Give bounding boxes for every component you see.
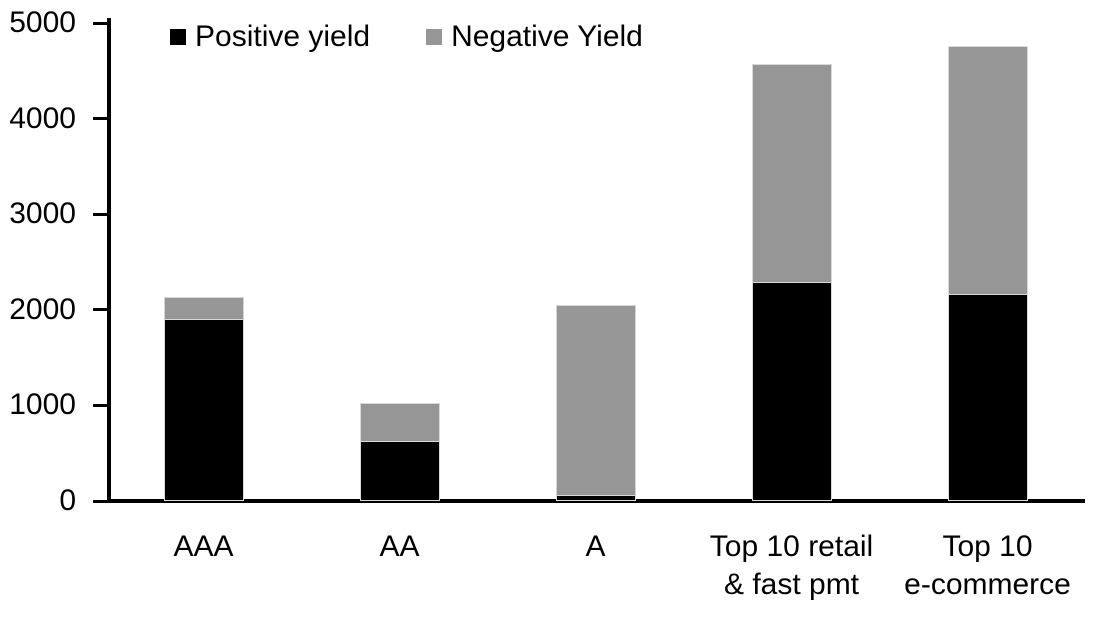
y-tick-label-5000: 5000 — [9, 6, 76, 39]
positive-yield-swatch-icon — [170, 29, 186, 45]
y-tick-label-0: 0 — [59, 484, 76, 517]
chart-legend: Positive yield Negative Yield — [170, 20, 643, 54]
bar-top-10-e-commerce-negative-segment — [948, 46, 1027, 295]
y-tick-mark-5000 — [93, 21, 107, 25]
x-axis-label-top-10-retail-fast-pmt: Top 10 retail & fast pmt — [709, 530, 874, 601]
x-axis-label-aa: AA — [379, 530, 420, 563]
bar-aaa-negative-segment — [164, 298, 243, 320]
y-tick-label-2000: 2000 — [9, 292, 76, 326]
positive-yield-legend-label: Positive yield — [195, 20, 371, 53]
bar-top-10-retail-fast-pmt-positive-segment — [752, 282, 831, 500]
y-tick-mark-0 — [93, 499, 107, 503]
legend-item-negative-yield: Negative Yield — [426, 20, 643, 54]
legend-item-positive-yield: Positive yield — [170, 20, 370, 54]
x-axis-label-top-10-e-commerce: Top 10 e-commerce — [904, 530, 1071, 601]
bar-aaa-positive-segment — [164, 319, 243, 500]
y-tick-label-3000: 3000 — [9, 197, 76, 231]
x-axis-line — [107, 499, 1085, 503]
y-tick-mark-1000 — [93, 403, 107, 407]
y-tick-mark-2000 — [93, 308, 107, 312]
bar-top-10-retail-fast-pmt-negative-segment — [752, 65, 831, 283]
negative-yield-legend-label: Negative Yield — [451, 20, 643, 53]
x-axis-label-a: A — [585, 530, 606, 563]
x-axis-label-aaa: AAA — [173, 530, 234, 563]
bar-top-10-e-commerce-positive-segment — [948, 294, 1027, 500]
bar-aa-positive-segment — [360, 440, 439, 500]
bar-a-negative-segment — [556, 305, 635, 496]
bar-aa-negative-segment — [360, 404, 439, 441]
y-tick-label-4000: 4000 — [9, 101, 76, 135]
negative-yield-swatch-icon — [426, 29, 443, 45]
y-tick-mark-3000 — [93, 212, 107, 216]
y-tick-label-1000: 1000 — [9, 388, 76, 422]
bar-a-positive-segment — [556, 495, 635, 500]
y-tick-mark-4000 — [93, 117, 107, 121]
y-axis-line — [107, 18, 111, 503]
